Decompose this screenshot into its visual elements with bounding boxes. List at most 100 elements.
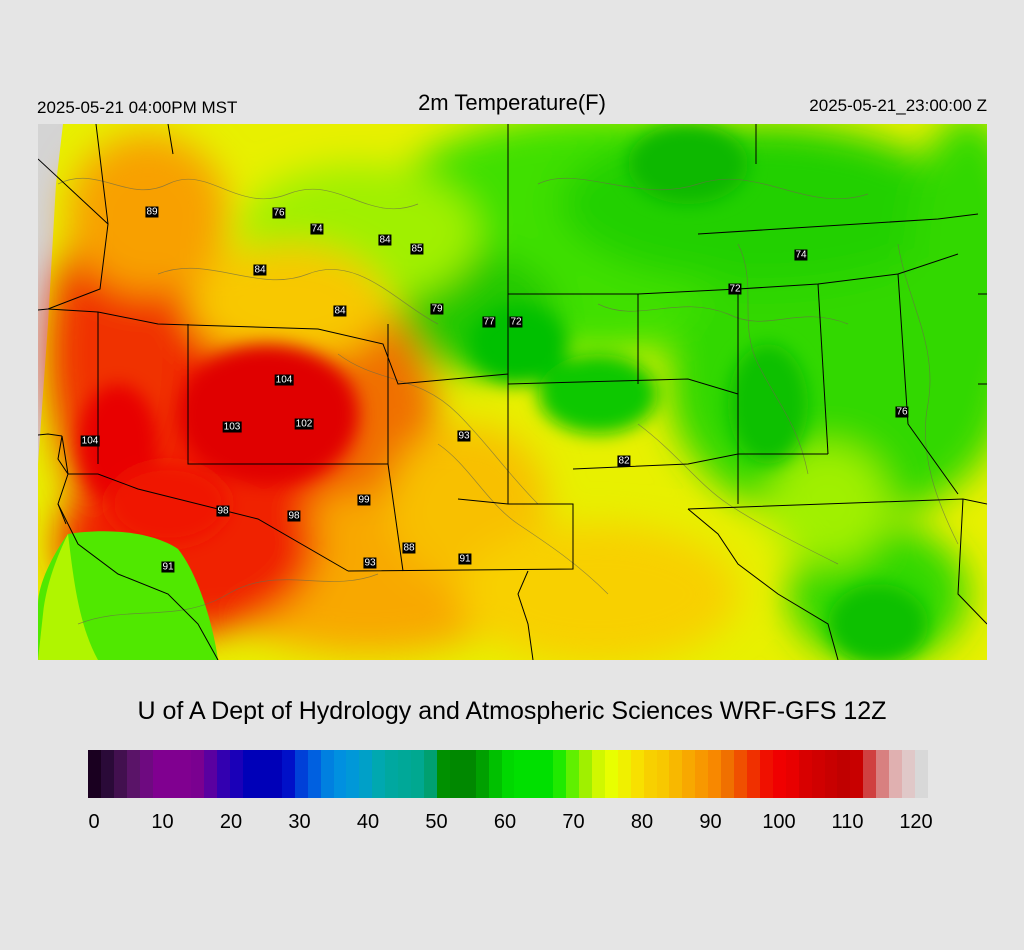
colorbar-segment xyxy=(423,750,437,798)
colorbar-segment xyxy=(191,750,205,798)
colorbar-segment xyxy=(876,750,890,798)
valid-time-label: 2025-05-21_23:00:00 Z xyxy=(809,96,987,115)
colorbar xyxy=(88,750,928,798)
colorbar-tick-label: 70 xyxy=(562,811,585,833)
colorbar-tick-label: 90 xyxy=(699,811,722,833)
colorbar-segment xyxy=(824,750,838,798)
map-title: 2m Temperature(F) xyxy=(418,90,606,115)
colorbar-segment xyxy=(527,750,541,798)
colorbar-segment xyxy=(398,750,412,798)
colorbar-segment xyxy=(798,750,812,798)
colorbar-segment xyxy=(178,750,192,798)
colorbar-segment xyxy=(359,750,373,798)
colorbar-segment xyxy=(113,750,127,798)
colorbar-segment xyxy=(152,750,166,798)
station-label-103: 103 xyxy=(222,421,242,433)
colorbar-segment xyxy=(268,750,282,798)
colorbar-segment xyxy=(294,750,308,798)
colorbar-segment xyxy=(682,750,696,798)
station-label-88: 88 xyxy=(402,542,416,554)
colorbar-segment xyxy=(759,750,773,798)
colorbar-tick-label: 80 xyxy=(630,811,654,833)
station-label-89: 89 xyxy=(145,206,159,218)
colorbar-segment xyxy=(449,750,463,798)
colorbar-segment xyxy=(579,750,592,798)
colorbar-segment xyxy=(837,750,851,798)
station-label-93-b: 93 xyxy=(363,557,377,569)
station-label-98-b: 98 xyxy=(287,510,301,522)
colorbar-segment xyxy=(695,750,709,798)
colorbar-segment xyxy=(915,750,928,798)
colorbar-segment xyxy=(307,750,321,798)
colorbar-tick-label: 10 xyxy=(151,811,174,833)
station-label-82: 82 xyxy=(617,455,631,467)
colorbar-segment xyxy=(346,750,360,798)
colorbar-segment xyxy=(772,750,786,798)
temperature-shading xyxy=(38,124,987,660)
colorbar-segment xyxy=(281,750,295,798)
colorbar-segment xyxy=(320,750,334,798)
station-label-79: 79 xyxy=(430,303,444,315)
colorbar-segment xyxy=(708,750,722,798)
colorbar-segment xyxy=(669,750,683,798)
station-label-84-b: 84 xyxy=(253,264,267,276)
station-label-104-b: 104 xyxy=(80,435,100,447)
station-label-72-a: 72 xyxy=(509,316,523,328)
station-label-76-b: 76 xyxy=(895,406,909,418)
temperature-field xyxy=(38,124,987,660)
colorbar-segment xyxy=(100,750,114,798)
colorbar-segment xyxy=(617,750,631,798)
colorbar-segment xyxy=(734,750,748,798)
colorbar-segment xyxy=(514,750,528,798)
station-label-84-c: 84 xyxy=(333,305,347,317)
colorbar-segment xyxy=(553,750,567,798)
colorbar-segment xyxy=(850,750,864,798)
station-label-74-a: 74 xyxy=(310,223,324,235)
colorbar-tick-label: 110 xyxy=(831,811,864,833)
colorbar-segment xyxy=(889,750,903,798)
station-label-74-b: 74 xyxy=(794,249,808,261)
colorbar-tick-label: 0 xyxy=(88,811,100,833)
colorbar-tick-label: 120 xyxy=(899,811,933,833)
colorbar-segment xyxy=(591,750,605,798)
station-label-72-b: 72 xyxy=(728,283,742,295)
colorbar-segment xyxy=(811,750,825,798)
colorbar-tick-label: 100 xyxy=(762,811,796,833)
station-label-102: 102 xyxy=(294,418,314,430)
colorbar-segment xyxy=(747,750,760,798)
station-label-76-a: 76 xyxy=(272,207,286,219)
colorbar-segment xyxy=(372,750,386,798)
colorbar-segment xyxy=(217,750,231,798)
station-label-99: 99 xyxy=(357,494,371,506)
colorbar-segment xyxy=(165,750,179,798)
colorbar-segment xyxy=(243,750,256,798)
station-label-84-a: 84 xyxy=(378,234,392,246)
colorbar-segment xyxy=(475,750,489,798)
colorbar-segment xyxy=(721,750,735,798)
colorbar-segment xyxy=(255,750,269,798)
colorbar-segment xyxy=(540,750,554,798)
local-time-label: 2025-05-21 04:00PM MST xyxy=(37,98,238,117)
colorbar-segment xyxy=(902,750,915,798)
station-label-77: 77 xyxy=(482,316,496,328)
colorbar-segment xyxy=(230,750,244,798)
colorbar-segment xyxy=(566,750,580,798)
colorbar-segment xyxy=(863,750,877,798)
station-label-93-a: 93 xyxy=(457,430,471,442)
colorbar-segment xyxy=(488,750,502,798)
colorbar-tick-label: 20 xyxy=(219,811,243,833)
station-label-98-a: 98 xyxy=(216,505,230,517)
colorbar-segment xyxy=(656,750,670,798)
station-label-85: 85 xyxy=(410,243,424,255)
colorbar-segment xyxy=(411,750,424,798)
colorbar-segment xyxy=(139,750,153,798)
colorbar-segment xyxy=(630,750,644,798)
colorbar-segment xyxy=(333,750,347,798)
colorbar-tick-label: 50 xyxy=(425,811,448,833)
colorbar-segment xyxy=(501,750,515,798)
colorbar-segment xyxy=(126,750,140,798)
colorbar-segment xyxy=(785,750,799,798)
temperature-map: 89 76 74 84 85 84 84 79 77 72 74 72 104 103 102 104 93 76… xyxy=(38,124,987,660)
colorbar-segment xyxy=(385,750,399,798)
colorbar-tick-label: 40 xyxy=(356,811,380,833)
